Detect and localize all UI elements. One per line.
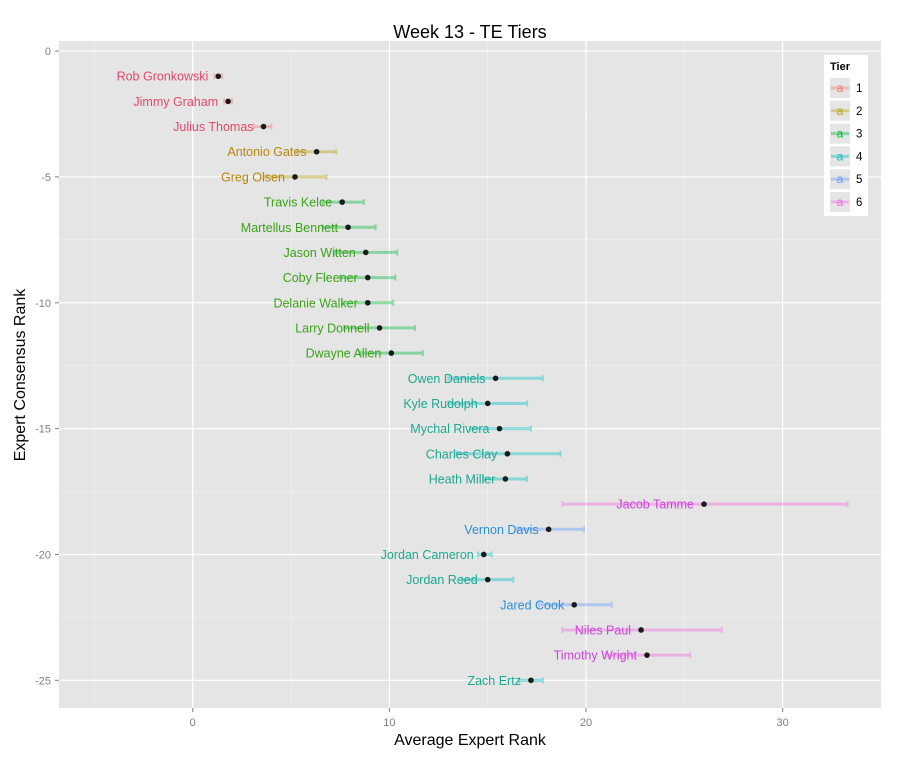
- legend-key-background: [830, 169, 850, 190]
- data-point: [492, 375, 499, 382]
- legend: Tier a 1a 2a 3a 4a 5a 6: [824, 55, 868, 216]
- legend-key-background: [830, 123, 850, 144]
- player-label: Jordan Cameron: [381, 548, 474, 562]
- grid-major: [59, 41, 881, 708]
- data-point: [345, 224, 351, 231]
- data-point: [225, 98, 231, 105]
- x-axis-title: Average Expert Rank: [394, 732, 547, 749]
- player-label: Larry Donnell: [295, 321, 369, 335]
- player-label: Travis Kelce: [264, 196, 332, 210]
- data-point: [701, 501, 707, 507]
- data-point: [313, 148, 320, 155]
- player-label: Antonio Gates: [227, 145, 306, 159]
- player-label: Martellus Bennett: [241, 221, 339, 235]
- player-label: Greg Olsen: [221, 170, 285, 184]
- legend-key-letter: a: [837, 81, 844, 95]
- x-tick-label: 20: [580, 717, 592, 729]
- data-point: [528, 677, 534, 684]
- legend-key-letter: a: [837, 172, 844, 186]
- data-point: [484, 400, 491, 407]
- legend-label: 3: [856, 129, 862, 141]
- error-bars: [213, 73, 849, 684]
- player-label: Jared Cook: [500, 598, 565, 612]
- data-point: [502, 476, 509, 482]
- legend-label: 4: [856, 151, 863, 163]
- data-point: [644, 652, 650, 658]
- data-point: [496, 425, 503, 432]
- player-label: Niles Paul: [575, 623, 631, 637]
- data-point: [571, 602, 578, 608]
- legend-key-background: [830, 100, 850, 121]
- player-label: Charles Clay: [426, 447, 498, 461]
- player-label: Jimmy Graham: [133, 95, 218, 109]
- legend-entries: a 1a 2a 3a 4a 5a 6: [830, 78, 863, 212]
- data-point: [364, 274, 371, 281]
- x-tick-label: 0: [190, 717, 196, 729]
- player-label: Heath Miller: [429, 472, 496, 486]
- player-label: Mychal Rivera: [410, 422, 489, 436]
- legend-label: 2: [856, 106, 862, 118]
- legend-key-background: [830, 192, 850, 212]
- data-point: [638, 627, 644, 633]
- y-tick-label: -5: [41, 172, 51, 184]
- player-label: Rob Gronkowski: [117, 70, 209, 84]
- data-point: [504, 450, 511, 457]
- legend-key-background: [830, 146, 850, 167]
- player-label: Kyle Rudolph: [403, 397, 477, 411]
- legend-key-letter: a: [837, 104, 844, 118]
- y-tick-label: -10: [35, 298, 51, 310]
- player-labels: Rob Gronkowski Jimmy Graham Julius Thomas A…: [117, 70, 694, 688]
- player-label: Jacob Tamme: [616, 498, 694, 512]
- legend-label: 5: [856, 174, 862, 186]
- y-tick-label: 0: [45, 46, 51, 58]
- data-point: [388, 350, 395, 356]
- player-label: Delanie Walker: [273, 296, 357, 310]
- player-label: Timothy Wright: [554, 649, 638, 663]
- legend-key-background: [830, 78, 850, 98]
- player-label: Owen Daniels: [408, 372, 486, 386]
- player-label: Coby Fleener: [283, 271, 358, 285]
- player-label: Julius Thomas: [173, 120, 253, 134]
- player-label: Dwayne Allen: [306, 347, 382, 361]
- y-tick-label: -15: [35, 424, 51, 436]
- x-tick-label: 10: [383, 717, 395, 729]
- legend-key-letter: a: [837, 149, 844, 163]
- legend-key-letter: a: [837, 127, 844, 141]
- data-point: [480, 551, 487, 558]
- y-tick-label: -20: [35, 549, 51, 561]
- player-label: Vernon Davis: [464, 523, 538, 537]
- y-tick-label: -25: [35, 675, 51, 687]
- legend-label: 6: [856, 197, 862, 209]
- data-point: [545, 526, 552, 533]
- data-points: [215, 73, 707, 684]
- legend-title: Tier: [830, 61, 851, 73]
- data-point: [376, 325, 383, 331]
- data-point: [362, 249, 369, 256]
- chart-title: Week 13 - TE Tiers: [393, 22, 546, 42]
- legend-label: 1: [856, 83, 862, 95]
- data-point: [215, 73, 222, 80]
- player-label: Jordan Reed: [406, 573, 478, 587]
- data-point: [364, 299, 371, 306]
- y-axis: 0 -5 -10 -15 -20 -25: [35, 46, 59, 687]
- x-tick-label: 30: [777, 717, 789, 729]
- player-label: Jason Witten: [284, 246, 356, 260]
- data-point: [292, 174, 298, 180]
- data-point: [484, 576, 491, 583]
- player-label: Zach Ertz: [467, 674, 521, 688]
- y-axis-title: Expert Consensus Rank: [12, 288, 29, 462]
- grid-minor: [59, 41, 881, 708]
- x-axis: 0 10 20 30: [190, 708, 789, 729]
- legend-key-letter: a: [837, 195, 844, 209]
- data-point: [339, 199, 345, 205]
- plot-panel: [59, 41, 881, 708]
- data-point: [260, 123, 267, 130]
